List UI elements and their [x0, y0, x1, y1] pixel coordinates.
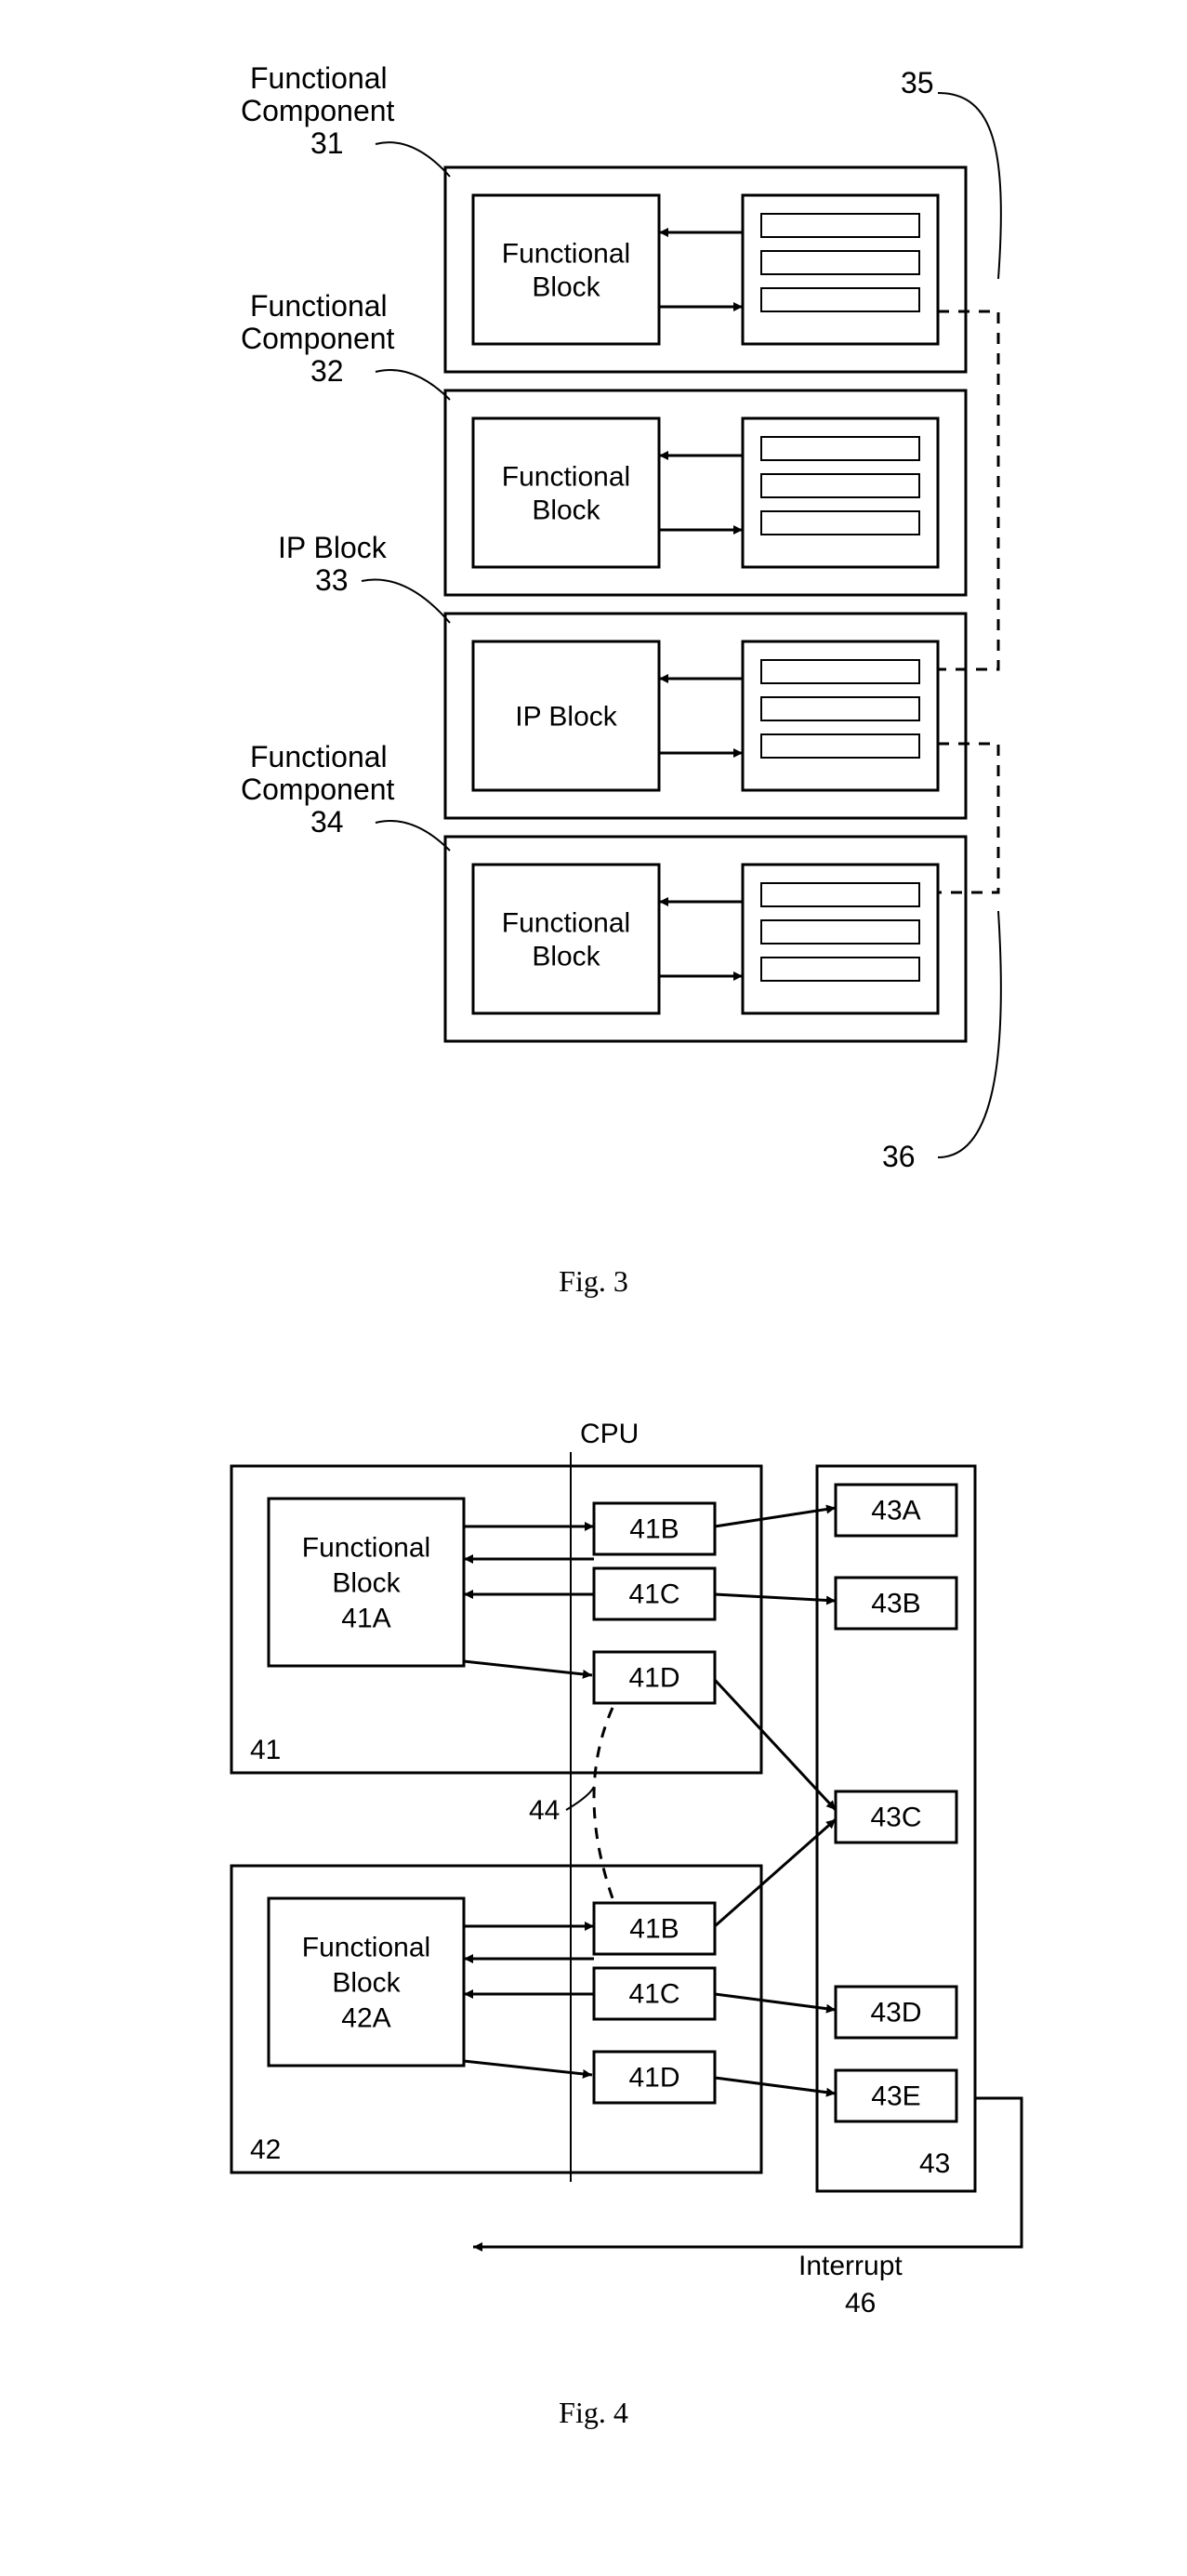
svg-text:Functional: Functional [501, 908, 629, 939]
svg-text:41C: 41C [628, 1579, 679, 1610]
svg-text:Block: Block [532, 942, 600, 972]
svg-text:Functional: Functional [301, 1533, 429, 1564]
svg-text:46: 46 [845, 2288, 876, 2318]
svg-text:Functional: Functional [501, 462, 629, 493]
svg-text:43A: 43A [871, 1496, 920, 1526]
svg-text:Component: Component [241, 322, 395, 355]
svg-text:43C: 43C [870, 1803, 921, 1833]
svg-text:41: 41 [250, 1735, 281, 1765]
svg-text:Functional: Functional [301, 1933, 429, 1963]
svg-text:34: 34 [310, 805, 344, 839]
fig4-caption: Fig. 4 [19, 2396, 1168, 2430]
svg-text:43D: 43D [870, 1998, 921, 2028]
svg-text:42A: 42A [341, 2003, 390, 2034]
svg-text:35: 35 [901, 66, 934, 99]
figure-4: CPU 41 42 43 Functional Block 41A Functional Blo… [129, 1354, 1059, 2377]
svg-text:Functional: Functional [250, 740, 388, 773]
svg-text:Block: Block [332, 1568, 401, 1599]
svg-text:41C: 41C [628, 1979, 679, 2010]
svg-text:IP Block: IP Block [515, 702, 617, 733]
figure-3: FunctionalComponent31FunctionalComponent… [129, 37, 1059, 1246]
svg-text:Block: Block [532, 495, 600, 526]
svg-text:42: 42 [250, 2134, 281, 2165]
svg-text:36: 36 [882, 1140, 916, 1173]
svg-text:41B: 41B [629, 1514, 679, 1545]
svg-text:41B: 41B [629, 1914, 679, 1945]
svg-text:CPU: CPU [580, 1419, 639, 1449]
svg-text:41D: 41D [628, 2063, 679, 2094]
svg-text:Interrupt: Interrupt [798, 2251, 903, 2281]
svg-text:43B: 43B [871, 1589, 920, 1619]
svg-text:33: 33 [315, 563, 349, 597]
svg-text:Functional: Functional [501, 239, 629, 270]
svg-text:Functional: Functional [250, 289, 388, 323]
svg-text:Block: Block [332, 1968, 401, 1999]
svg-text:Component: Component [241, 94, 395, 127]
svg-text:31: 31 [310, 126, 344, 160]
svg-text:Component: Component [241, 773, 395, 806]
svg-text:43E: 43E [871, 2081, 920, 2112]
svg-text:43: 43 [919, 2148, 950, 2179]
svg-text:Block: Block [532, 272, 600, 303]
svg-text:Functional: Functional [250, 61, 388, 95]
svg-text:IP Block: IP Block [278, 531, 388, 564]
svg-text:44: 44 [529, 1795, 560, 1826]
svg-text:32: 32 [310, 354, 344, 388]
svg-text:41D: 41D [628, 1663, 679, 1694]
fig3-caption: Fig. 3 [19, 1264, 1168, 1299]
svg-text:41A: 41A [341, 1604, 390, 1634]
